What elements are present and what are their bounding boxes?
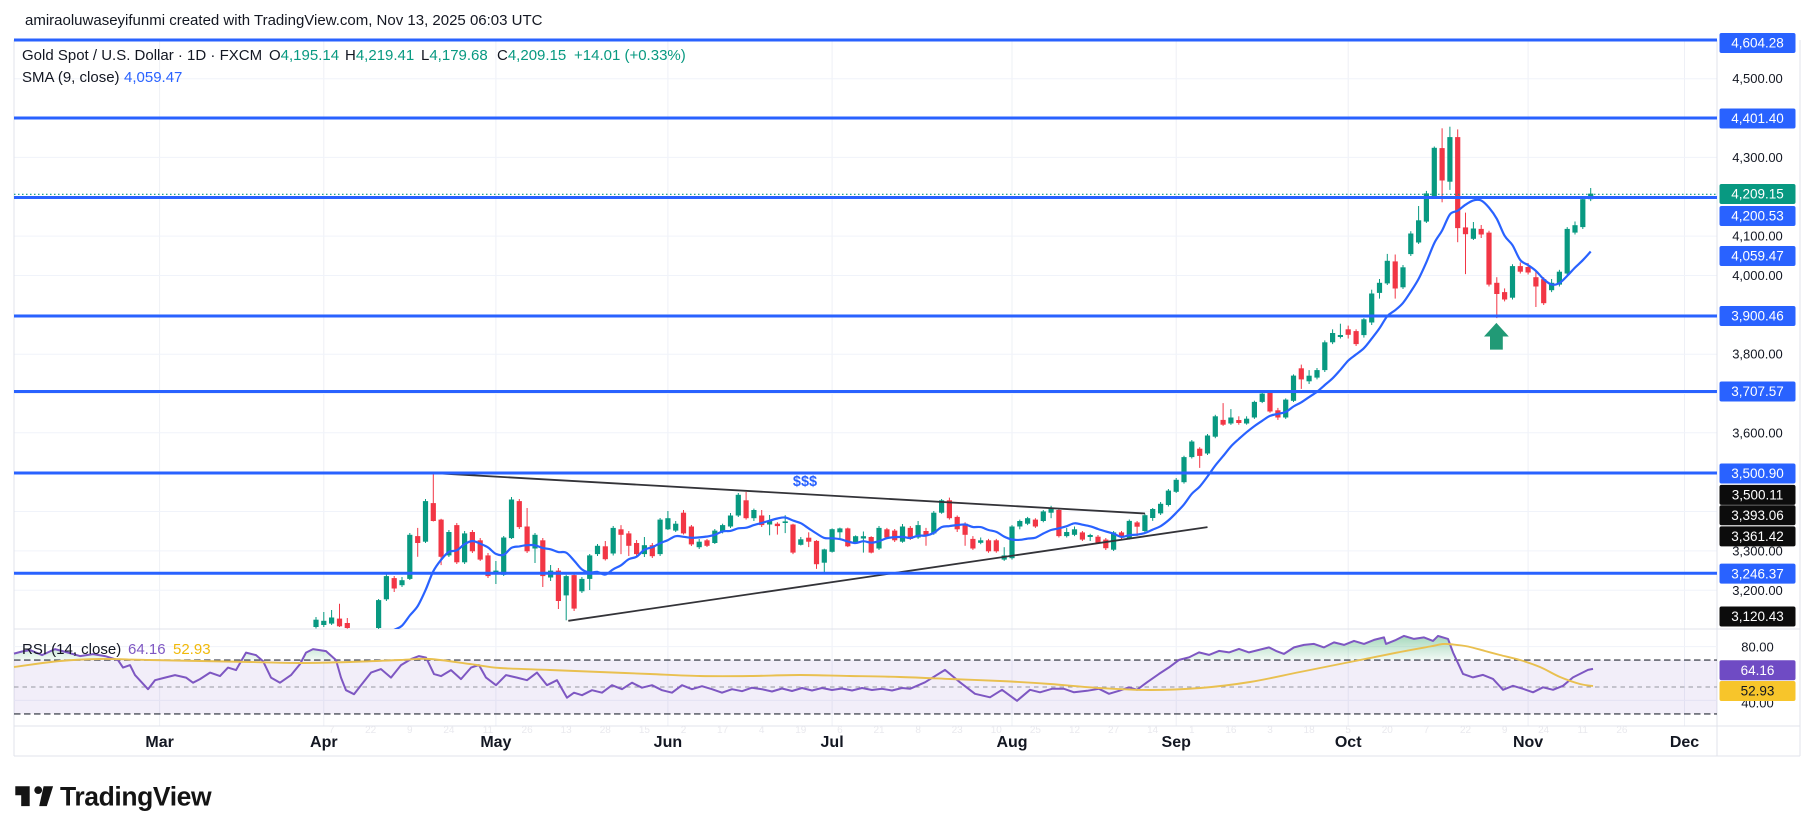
svg-text:4,100.00: 4,100.00 [1732, 229, 1783, 244]
svg-text:H4,219.41: H4,219.41 [345, 47, 414, 64]
svg-text:12: 12 [1069, 725, 1081, 736]
svg-text:+14.01 (+0.33%): +14.01 (+0.33%) [574, 47, 686, 64]
svg-text:Jul: Jul [821, 734, 844, 751]
svg-text:9: 9 [407, 725, 413, 736]
svg-text:$$$: $$$ [793, 474, 817, 490]
svg-text:Mar: Mar [145, 734, 173, 751]
svg-text:May: May [480, 734, 511, 751]
svg-text:RSI (14, close): RSI (14, close) [22, 641, 121, 658]
svg-text:4,000.00: 4,000.00 [1732, 268, 1783, 283]
svg-text:4,401.40: 4,401.40 [1731, 111, 1784, 126]
svg-text:20: 20 [1382, 725, 1394, 736]
svg-text:3,200.00: 3,200.00 [1732, 583, 1783, 598]
svg-text:3,120.43: 3,120.43 [1731, 609, 1784, 624]
svg-text:15: 15 [639, 725, 651, 736]
svg-text:4,209.15: 4,209.15 [1731, 187, 1784, 202]
svg-text:3,900.46: 3,900.46 [1731, 309, 1784, 324]
svg-text:C4,209.15: C4,209.15 [497, 47, 566, 64]
svg-text:4,200.53: 4,200.53 [1731, 209, 1784, 224]
svg-text:3,393.06: 3,393.06 [1731, 508, 1784, 523]
svg-text:14: 14 [1147, 725, 1159, 736]
svg-text:Nov: Nov [1513, 734, 1543, 751]
svg-text:17: 17 [717, 725, 729, 736]
svg-text:Oct: Oct [1335, 734, 1362, 751]
svg-text:24: 24 [443, 725, 455, 736]
svg-text:4,300.00: 4,300.00 [1732, 150, 1783, 165]
svg-text:19: 19 [795, 725, 807, 736]
svg-text:23: 23 [952, 725, 964, 736]
svg-text:4,059.47: 4,059.47 [1731, 249, 1784, 264]
svg-text:25: 25 [1030, 725, 1042, 736]
svg-text:24: 24 [1538, 725, 1550, 736]
svg-text:27: 27 [1108, 725, 1120, 736]
svg-text:22: 22 [1460, 725, 1472, 736]
svg-text:10: 10 [991, 725, 1003, 736]
svg-text:8: 8 [915, 725, 921, 736]
svg-text:3,246.37: 3,246.37 [1731, 566, 1784, 581]
svg-text:52.93: 52.93 [1741, 684, 1775, 699]
svg-text:9: 9 [1502, 725, 1508, 736]
svg-text:Aug: Aug [996, 734, 1027, 751]
svg-text:4,059.47: 4,059.47 [124, 69, 182, 86]
svg-text:2: 2 [681, 725, 687, 736]
svg-text:3,500.90: 3,500.90 [1731, 466, 1784, 481]
svg-text:Sep: Sep [1162, 734, 1192, 751]
svg-text:amiraoluwaseyifunmi created wi: amiraoluwaseyifunmi created with Trading… [25, 12, 543, 29]
svg-text:3,600.00: 3,600.00 [1732, 425, 1783, 440]
svg-text:3,707.57: 3,707.57 [1731, 384, 1784, 399]
svg-text:6: 6 [837, 725, 843, 736]
svg-text:16: 16 [1225, 725, 1237, 736]
svg-text:4,500.00: 4,500.00 [1732, 71, 1783, 86]
svg-text:7: 7 [1424, 725, 1430, 736]
svg-text:26: 26 [1616, 725, 1628, 736]
svg-text:4: 4 [759, 725, 765, 736]
svg-text:Apr: Apr [310, 734, 338, 751]
svg-text:80.00: 80.00 [1741, 640, 1774, 655]
svg-text:26: 26 [522, 725, 534, 736]
svg-text:SMA (9, close): SMA (9, close) [22, 69, 120, 86]
svg-text:13: 13 [561, 725, 573, 736]
svg-text:4,604.28: 4,604.28 [1731, 36, 1784, 51]
svg-text:3,500.11: 3,500.11 [1732, 488, 1784, 503]
svg-text:18: 18 [1304, 725, 1316, 736]
svg-text:64.16: 64.16 [1741, 663, 1775, 678]
svg-text:3,800.00: 3,800.00 [1732, 347, 1783, 362]
svg-text:Gold Spot / U.S. Dollar · 1D ·: Gold Spot / U.S. Dollar · 1D · FXCM [22, 47, 262, 64]
svg-text:L4,179.68: L4,179.68 [421, 47, 488, 64]
svg-text:28: 28 [600, 725, 612, 736]
svg-text:3: 3 [1267, 725, 1273, 736]
svg-text:22: 22 [365, 725, 377, 736]
svg-text:11: 11 [483, 725, 494, 736]
svg-text:64.16: 64.16 [128, 641, 166, 658]
svg-text:11: 11 [1578, 725, 1589, 736]
svg-text:Jun: Jun [654, 734, 682, 751]
svg-text:3,300.00: 3,300.00 [1732, 543, 1783, 558]
svg-text:Dec: Dec [1670, 734, 1699, 751]
svg-text:O4,195.14: O4,195.14 [269, 47, 339, 64]
svg-text:1: 1 [1189, 725, 1195, 736]
svg-text:7: 7 [329, 725, 335, 736]
svg-text:52.93: 52.93 [173, 641, 211, 658]
svg-text:TradingView: TradingView [60, 782, 212, 812]
svg-text:5: 5 [1345, 725, 1351, 736]
svg-text:3,361.42: 3,361.42 [1731, 529, 1784, 544]
svg-text:21: 21 [873, 725, 885, 736]
